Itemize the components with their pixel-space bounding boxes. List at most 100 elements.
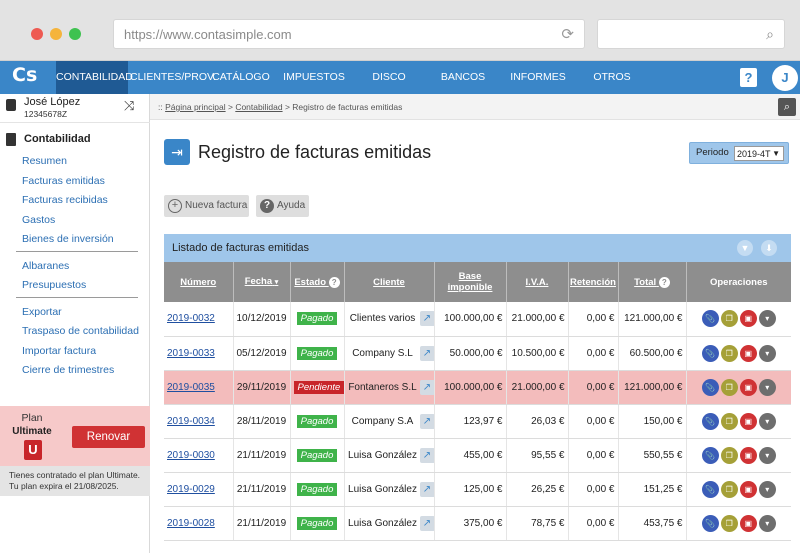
sidebar-item-presupuestos[interactable]: Presupuestos — [22, 279, 87, 291]
divider — [16, 251, 138, 252]
col-estado[interactable]: Estado ? — [290, 262, 345, 302]
client-chart-icon[interactable]: ↗ — [419, 515, 433, 531]
collapse-icon[interactable]: ▼ — [737, 240, 753, 256]
copy-icon[interactable]: ❐ — [720, 310, 738, 328]
sidebar-item-exportar[interactable]: Exportar — [22, 306, 62, 318]
pdf-icon[interactable]: ▣ — [739, 378, 757, 396]
table-row[interactable]: 2019-0033 05/12/2019 Pagado Company S.L ↗ 50.… — [164, 336, 791, 371]
copy-icon[interactable]: ❐ — [720, 344, 738, 362]
invoice-number-link[interactable]: 2019-0030 — [167, 449, 215, 461]
table-row[interactable]: 2019-0035 29/11/2019 Pendiente Fontaneros S… — [164, 370, 791, 405]
maximize-window-icon[interactable] — [69, 28, 81, 40]
period-select[interactable]: 2019-4T ▼ — [734, 146, 784, 161]
info-icon[interactable]: ? — [658, 276, 670, 288]
new-invoice-button[interactable]: + Nueva factura — [164, 195, 249, 217]
invoice-base: 100.000,00 € — [434, 302, 507, 337]
invoice-number-link[interactable]: 2019-0034 — [167, 415, 215, 427]
more-options-icon[interactable]: ▾ — [758, 378, 776, 396]
switch-user-icon[interactable]: ⤨ — [124, 98, 135, 113]
pdf-icon[interactable]: ▣ — [739, 344, 757, 362]
attach-icon[interactable]: 📎 — [701, 480, 719, 498]
invoice-number-link[interactable]: 2019-0035 — [167, 381, 215, 393]
invoice-number-link[interactable]: 2019-0033 — [167, 347, 215, 359]
nav-item-otros[interactable]: OTROS — [593, 71, 631, 83]
attach-icon[interactable]: 📎 — [701, 412, 719, 430]
client-chart-icon[interactable]: ↗ — [419, 379, 433, 395]
browser-search-input[interactable]: ⌕ — [597, 19, 785, 49]
nav-item-bancos[interactable]: BANCOS — [440, 71, 486, 83]
help-button[interactable]: ? Ayuda — [256, 195, 309, 217]
more-options-icon[interactable]: ▾ — [758, 412, 776, 430]
invoice-number-link[interactable]: 2019-0029 — [167, 483, 215, 495]
col-base[interactable]: Base imponible — [434, 262, 507, 302]
more-options-icon[interactable]: ▾ — [758, 514, 776, 532]
attach-icon[interactable]: 📎 — [701, 378, 719, 396]
info-icon[interactable]: ? — [328, 276, 340, 288]
sidebar-item-bienes-inversion[interactable]: Bienes de inversión — [22, 233, 114, 245]
sidebar-item-resumen[interactable]: Resumen — [22, 155, 67, 167]
nav-item-impuestos[interactable]: IMPUESTOS — [283, 71, 345, 83]
client-chart-icon[interactable]: ↗ — [419, 311, 433, 327]
search-icon[interactable]: ⌕ — [778, 98, 796, 116]
user-avatar[interactable]: J — [772, 65, 798, 91]
client-chart-icon[interactable]: ↗ — [419, 345, 433, 361]
pdf-icon[interactable]: ▣ — [739, 514, 757, 532]
col-cliente[interactable]: Cliente — [344, 262, 435, 302]
sidebar-item-facturas-recibidas[interactable]: Facturas recibidas — [22, 194, 108, 206]
nav-item-informes[interactable]: INFORMES — [510, 71, 566, 83]
close-window-icon[interactable] — [31, 28, 43, 40]
table-row[interactable]: 2019-0029 21/11/2019 Pagado Luisa González ↗… — [164, 472, 791, 507]
invoice-number-link[interactable]: 2019-0032 — [167, 313, 215, 325]
table-row[interactable]: 2019-0034 28/11/2019 Pagado Company S.A ↗ 123… — [164, 404, 791, 439]
reload-icon[interactable]: ⟳ — [561, 26, 574, 43]
nav-item-disco-virtual[interactable]: DISCO VIRTUAL — [367, 71, 411, 116]
col-retencion[interactable]: Retención — [568, 262, 619, 302]
address-bar[interactable]: https://www.contasimple.com ⟳ — [113, 19, 585, 49]
client-chart-icon[interactable]: ↗ — [419, 447, 433, 463]
col-fecha[interactable]: Fecha ▾ — [233, 262, 291, 302]
help-icon[interactable]: ? — [740, 68, 757, 87]
copy-icon[interactable]: ❐ — [720, 446, 738, 464]
attach-icon[interactable]: 📎 — [701, 446, 719, 464]
pdf-icon[interactable]: ▣ — [739, 412, 757, 430]
more-options-icon[interactable]: ▾ — [758, 344, 776, 362]
invoice-number-link[interactable]: 2019-0028 — [167, 517, 215, 529]
period-label: Periodo — [696, 147, 729, 158]
sidebar-item-facturas-emitidas[interactable]: Facturas emitidas — [22, 175, 105, 187]
col-iva[interactable]: I.V.A. — [506, 262, 569, 302]
table-row[interactable]: 2019-0032 10/12/2019 Pagado Clientes varios… — [164, 302, 791, 337]
copy-icon[interactable]: ❐ — [720, 480, 738, 498]
col-numero[interactable]: Número — [164, 262, 234, 302]
table-row[interactable]: 2019-0028 21/11/2019 Pagado Luisa González ↗… — [164, 506, 791, 541]
download-icon[interactable]: ⬇ — [761, 240, 777, 256]
renew-button[interactable]: Renovar — [72, 426, 145, 448]
sidebar-item-importar-factura[interactable]: Importar factura — [22, 345, 97, 357]
attach-icon[interactable]: 📎 — [701, 344, 719, 362]
table-row[interactable]: 2019-0030 21/11/2019 Pagado Luisa González ↗… — [164, 438, 791, 473]
breadcrumb-home-link[interactable]: Página principal — [165, 102, 226, 112]
col-total[interactable]: Total ? — [618, 262, 687, 302]
client-chart-icon[interactable]: ↗ — [419, 413, 433, 429]
sidebar-item-cierre-trimestres[interactable]: Cierre de trimestres — [22, 364, 115, 376]
breadcrumb-section-link[interactable]: Contabilidad — [235, 102, 283, 112]
attach-icon[interactable]: 📎 — [701, 310, 719, 328]
client-chart-icon[interactable]: ↗ — [419, 481, 433, 497]
nav-item-catalogo[interactable]: CATÁLOGO — [212, 71, 270, 83]
pdf-icon[interactable]: ▣ — [739, 480, 757, 498]
sidebar-item-traspaso[interactable]: Traspaso de contabilidad — [22, 325, 139, 337]
copy-icon[interactable]: ❐ — [720, 514, 738, 532]
pdf-icon[interactable]: ▣ — [739, 446, 757, 464]
more-options-icon[interactable]: ▾ — [758, 480, 776, 498]
minimize-window-icon[interactable] — [50, 28, 62, 40]
copy-icon[interactable]: ❐ — [720, 412, 738, 430]
attach-icon[interactable]: 📎 — [701, 514, 719, 532]
more-options-icon[interactable]: ▾ — [758, 310, 776, 328]
sidebar-item-gastos[interactable]: Gastos — [22, 214, 56, 226]
pdf-icon[interactable]: ▣ — [739, 310, 757, 328]
nav-item-contabilidad[interactable]: CONTABILIDAD — [56, 61, 133, 94]
contasimple-logo[interactable]: Cs — [12, 64, 38, 86]
sidebar-item-albaranes[interactable]: Albaranes — [22, 260, 70, 272]
more-options-icon[interactable]: ▾ — [758, 446, 776, 464]
nav-item-clientes[interactable]: CLIENTES/PROV. — [130, 71, 216, 83]
copy-icon[interactable]: ❐ — [720, 378, 738, 396]
